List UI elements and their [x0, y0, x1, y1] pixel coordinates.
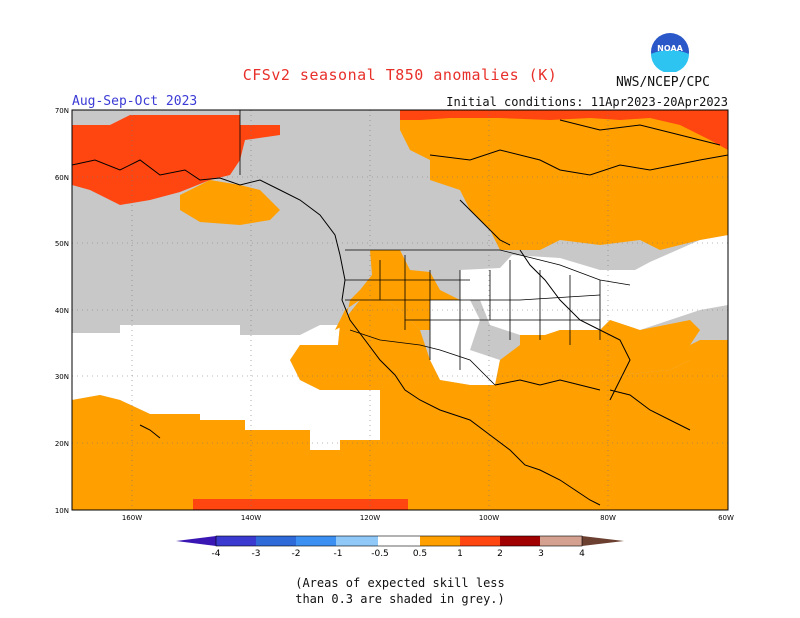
- colorbar-label: -1: [334, 549, 343, 559]
- caption-line: (Areas of expected skill less: [295, 576, 505, 590]
- colorbar-label: -4: [212, 549, 221, 559]
- lat-label: 50N: [55, 240, 69, 248]
- noaa-logo-text: NOAA: [657, 44, 683, 53]
- colorbar-label: 1: [457, 549, 463, 559]
- colorbar-swatch: [256, 536, 296, 546]
- warm-anomaly-southeast: [520, 335, 610, 380]
- lat-label: 40N: [55, 307, 69, 315]
- caption: (Areas of expected skill less than 0.3 a…: [0, 575, 800, 607]
- warm-anomaly-west: [335, 250, 460, 330]
- lon-label: 120W: [360, 514, 380, 522]
- graticule: [72, 110, 728, 510]
- lon-label: 60W: [718, 514, 734, 522]
- neutral-region-sw: [430, 300, 500, 385]
- warm-anomaly-caribbean: [600, 340, 728, 510]
- colorbar-swatch: [336, 536, 378, 546]
- initial-conditions: Initial conditions: 11Apr2023-20Apr2023: [446, 95, 728, 109]
- colorbar-label: -2: [292, 549, 301, 559]
- agency-label: NWS/NCEP/CPC: [616, 75, 710, 90]
- borders: [239, 110, 631, 386]
- colorbar-swatch: [378, 536, 420, 546]
- strong-warm-alaska: [72, 115, 280, 205]
- colorbar-swatch: [500, 536, 540, 546]
- figure-title: CFSv2 seasonal T850 anomalies (K): [242, 66, 558, 84]
- lon-label: 140W: [241, 514, 261, 522]
- colorbar-label: -3: [252, 549, 261, 559]
- colorbar-swatch: [540, 536, 582, 546]
- lat-label: 30N: [55, 373, 69, 381]
- colorbar-label: 2: [497, 549, 503, 559]
- lon-label: 80W: [600, 514, 616, 522]
- lat-label: 60N: [55, 174, 69, 182]
- colorbar-label: 4: [579, 549, 585, 559]
- warm-anomaly-alaska-gulf: [180, 180, 280, 225]
- caption-line: than 0.3 are shaded in grey.): [295, 592, 505, 606]
- latitude-labels: 70N 60N 50N 40N 30N 20N 10N: [55, 107, 69, 515]
- neutral-region-pacific: [72, 325, 380, 450]
- colorbar: [176, 535, 624, 547]
- season-label: Aug-Sep-Oct 2023: [72, 94, 198, 109]
- strong-warm-greenland: [400, 110, 728, 150]
- lat-label: 20N: [55, 440, 69, 448]
- colorbar-labels: -4 -3 -2 -1 -0.5 0.5 1 2 3 4: [212, 549, 586, 559]
- colorbar-swatch: [460, 536, 500, 546]
- colorbar-label: 0.5: [413, 549, 427, 559]
- colorbar-swatch: [420, 536, 460, 546]
- colorbar-swatch: [296, 536, 336, 546]
- colorbar-label: 3: [538, 549, 544, 559]
- noaa-logo: NOAA: [651, 33, 689, 72]
- lat-label: 10N: [55, 507, 69, 515]
- lon-label: 100W: [479, 514, 499, 522]
- longitude-labels: 160W 140W 120W 100W 80W 60W: [122, 514, 734, 522]
- coastlines: [71, 119, 729, 506]
- colorbar-swatch: [216, 536, 256, 546]
- map-frame: [71, 109, 729, 511]
- colorbar-arrow-right: [582, 536, 624, 546]
- colorbar-label: -0.5: [371, 549, 389, 559]
- colorbar-arrow-left: [176, 536, 216, 546]
- lon-label: 160W: [122, 514, 142, 522]
- strong-warm-pacific-band: [193, 499, 408, 510]
- lat-label: 70N: [55, 107, 69, 115]
- warm-anomaly-north: [400, 110, 728, 250]
